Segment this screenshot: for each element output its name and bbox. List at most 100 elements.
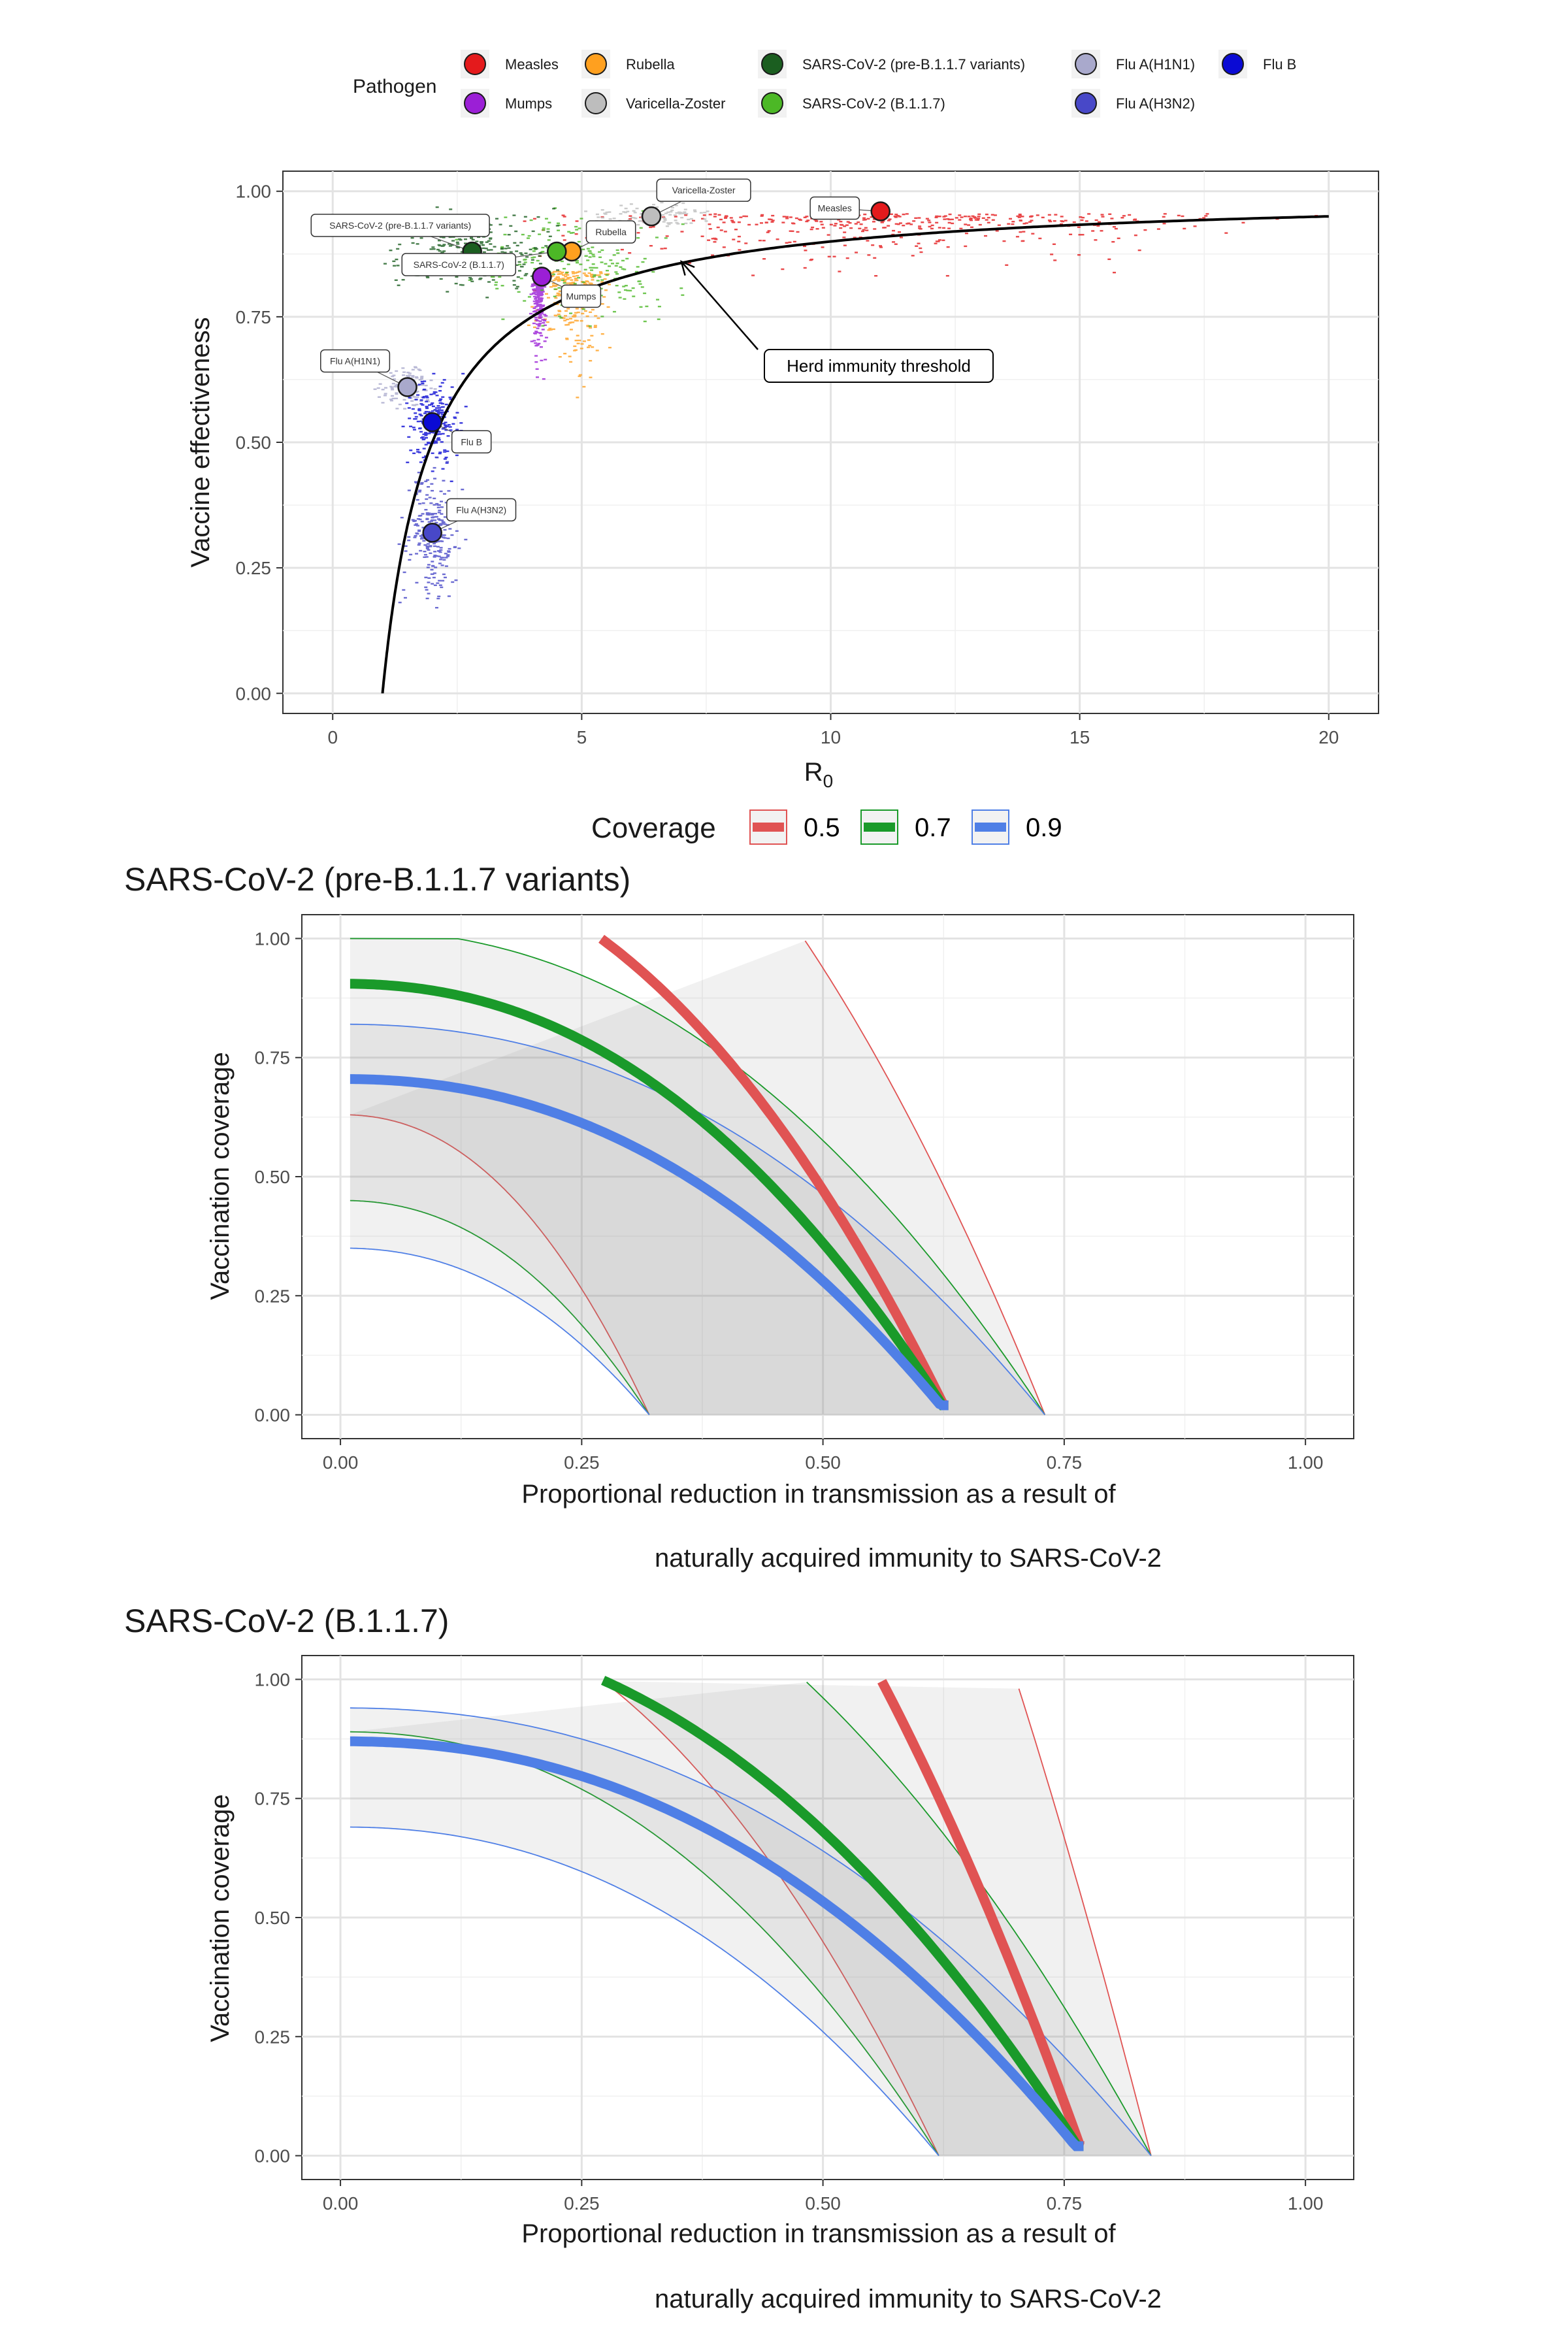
p2-y-tick-label: 0.50 (255, 1908, 291, 1928)
sample-mark (942, 216, 946, 218)
sample-mark (684, 214, 688, 216)
sample-mark (670, 206, 674, 208)
sample-mark (713, 216, 717, 218)
sample-mark (535, 323, 539, 325)
sample-mark (437, 512, 441, 514)
sample-mark (442, 536, 446, 538)
sample-mark (555, 284, 559, 286)
sample-mark (440, 513, 444, 515)
sample-mark (414, 523, 418, 525)
coverage-legend-label: 0.5 (804, 813, 840, 842)
sample-mark (437, 595, 441, 598)
sample-mark (588, 250, 592, 252)
sample-mark (397, 543, 401, 546)
sample-mark (384, 387, 388, 389)
sample-mark (516, 276, 520, 278)
sample-mark (494, 284, 498, 286)
sample-mark (674, 220, 678, 221)
sample-mark (592, 255, 596, 257)
sample-mark (434, 541, 438, 544)
sample-mark (455, 412, 459, 414)
sample-mark (701, 218, 705, 220)
sample-mark (583, 269, 587, 270)
legend-key-dot (585, 92, 607, 114)
sample-mark (519, 242, 523, 244)
sample-mark (401, 279, 405, 281)
sample-mark (482, 247, 485, 250)
p2-x-tick-label: 0.50 (805, 2193, 841, 2213)
sample-mark (398, 601, 402, 604)
sample-mark (580, 319, 583, 322)
scatter-y-tick-label: 0.25 (236, 558, 272, 578)
sample-mark (687, 218, 691, 221)
sample-mark (1134, 234, 1137, 237)
sample-mark (427, 564, 431, 566)
p2-x-tick-label: 0.75 (1047, 2193, 1083, 2213)
sample-mark (417, 472, 421, 474)
sample-mark (592, 276, 596, 278)
sample-mark (517, 261, 521, 263)
sample-mark (615, 262, 619, 265)
sample-mark (425, 479, 429, 481)
sample-mark (438, 409, 442, 411)
sample-mark (769, 218, 773, 221)
sample-mark (987, 221, 990, 223)
sample-mark (470, 280, 474, 282)
sample-mark (431, 583, 434, 585)
sample-mark (605, 274, 609, 276)
sample-mark (905, 213, 909, 215)
sample-mark (614, 265, 618, 267)
sample-mark (948, 213, 952, 216)
sample-mark (912, 220, 916, 222)
sample-mark (442, 250, 446, 252)
sample-mark (917, 242, 921, 244)
point-label-box (585, 220, 636, 244)
sample-mark (605, 270, 609, 272)
sample-mark (523, 220, 527, 222)
sample-mark (448, 245, 452, 247)
sample-mark (717, 214, 721, 216)
sample-mark (539, 293, 543, 295)
sample-mark (425, 407, 429, 410)
sample-mark (415, 581, 419, 584)
sample-mark (542, 304, 546, 306)
sample-mark (433, 555, 436, 558)
sample-mark (964, 223, 968, 225)
sample-mark (1108, 213, 1112, 216)
sample-mark (389, 385, 393, 387)
sample-mark (667, 223, 671, 225)
sample-mark (951, 222, 955, 225)
sample-mark (411, 242, 415, 244)
sample-mark (1120, 217, 1124, 219)
coverage-legend-label: 0.9 (1026, 813, 1062, 842)
sample-mark (401, 425, 405, 428)
sample-mark (432, 432, 436, 434)
sample-mark (425, 397, 429, 399)
sample-mark (435, 410, 439, 412)
point-label: Flu A(H1N1) (330, 355, 380, 366)
sample-mark (612, 254, 616, 256)
sample-mark (425, 556, 429, 558)
sample-mark (570, 279, 574, 281)
sample-mark (959, 227, 963, 230)
sample-mark (402, 399, 406, 401)
legend-key-dot (585, 53, 607, 75)
sample-mark (416, 394, 420, 396)
sample-mark (660, 201, 664, 204)
sample-mark (566, 282, 570, 284)
sample-mark (455, 530, 459, 532)
sample-mark (622, 286, 626, 287)
sample-mark (429, 393, 433, 395)
sample-mark (629, 203, 633, 205)
sample-mark (889, 213, 893, 216)
sample-mark (1028, 221, 1032, 223)
sample-mark (425, 400, 429, 402)
sample-mark (417, 515, 421, 517)
sample-mark (540, 308, 544, 310)
sample-mark (455, 276, 459, 278)
sample-mark (930, 227, 934, 230)
sample-mark (1094, 219, 1098, 221)
sample-mark (489, 224, 493, 226)
sample-mark (731, 221, 735, 223)
sample-mark (1061, 220, 1065, 223)
